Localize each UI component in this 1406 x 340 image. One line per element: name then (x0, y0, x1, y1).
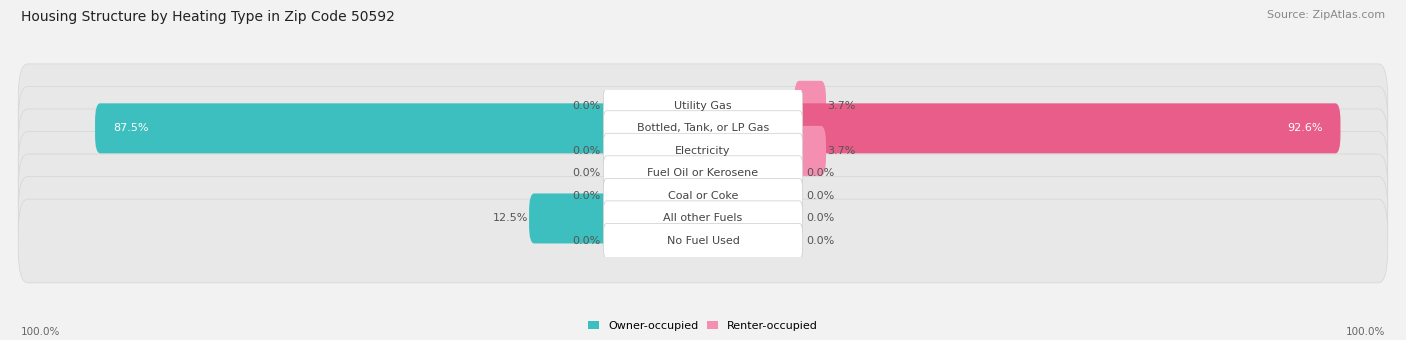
FancyBboxPatch shape (794, 126, 825, 176)
Text: 92.6%: 92.6% (1286, 123, 1323, 133)
Text: Housing Structure by Heating Type in Zip Code 50592: Housing Structure by Heating Type in Zip… (21, 10, 395, 24)
FancyBboxPatch shape (603, 223, 803, 258)
Text: Source: ZipAtlas.com: Source: ZipAtlas.com (1267, 10, 1385, 20)
FancyBboxPatch shape (603, 156, 803, 191)
Text: 0.0%: 0.0% (572, 168, 600, 179)
FancyBboxPatch shape (603, 178, 803, 214)
FancyBboxPatch shape (18, 176, 1388, 260)
FancyBboxPatch shape (18, 64, 1388, 148)
Text: 100.0%: 100.0% (1346, 327, 1385, 337)
FancyBboxPatch shape (794, 81, 825, 131)
FancyBboxPatch shape (603, 201, 803, 236)
Text: 0.0%: 0.0% (806, 236, 834, 246)
FancyBboxPatch shape (603, 133, 803, 168)
FancyBboxPatch shape (18, 109, 1388, 193)
Text: 0.0%: 0.0% (806, 168, 834, 179)
Text: 3.7%: 3.7% (827, 146, 856, 156)
Text: Bottled, Tank, or LP Gas: Bottled, Tank, or LP Gas (637, 123, 769, 133)
FancyBboxPatch shape (18, 132, 1388, 215)
Text: Coal or Coke: Coal or Coke (668, 191, 738, 201)
Text: 3.7%: 3.7% (827, 101, 856, 111)
FancyBboxPatch shape (794, 103, 1340, 153)
FancyBboxPatch shape (529, 193, 612, 243)
FancyBboxPatch shape (603, 111, 803, 146)
FancyBboxPatch shape (96, 103, 612, 153)
Text: Fuel Oil or Kerosene: Fuel Oil or Kerosene (647, 168, 759, 179)
Text: 0.0%: 0.0% (572, 146, 600, 156)
Text: 0.0%: 0.0% (806, 214, 834, 223)
Text: 100.0%: 100.0% (21, 327, 60, 337)
Text: No Fuel Used: No Fuel Used (666, 236, 740, 246)
Text: Utility Gas: Utility Gas (675, 101, 731, 111)
FancyBboxPatch shape (603, 88, 803, 123)
Text: Electricity: Electricity (675, 146, 731, 156)
Legend: Owner-occupied, Renter-occupied: Owner-occupied, Renter-occupied (588, 321, 818, 331)
FancyBboxPatch shape (18, 86, 1388, 170)
Text: 0.0%: 0.0% (572, 101, 600, 111)
FancyBboxPatch shape (18, 199, 1388, 283)
Text: 0.0%: 0.0% (806, 191, 834, 201)
Text: 12.5%: 12.5% (492, 214, 527, 223)
Text: 0.0%: 0.0% (572, 191, 600, 201)
Text: 0.0%: 0.0% (572, 236, 600, 246)
Text: All other Fuels: All other Fuels (664, 214, 742, 223)
FancyBboxPatch shape (18, 154, 1388, 238)
Text: 87.5%: 87.5% (112, 123, 149, 133)
